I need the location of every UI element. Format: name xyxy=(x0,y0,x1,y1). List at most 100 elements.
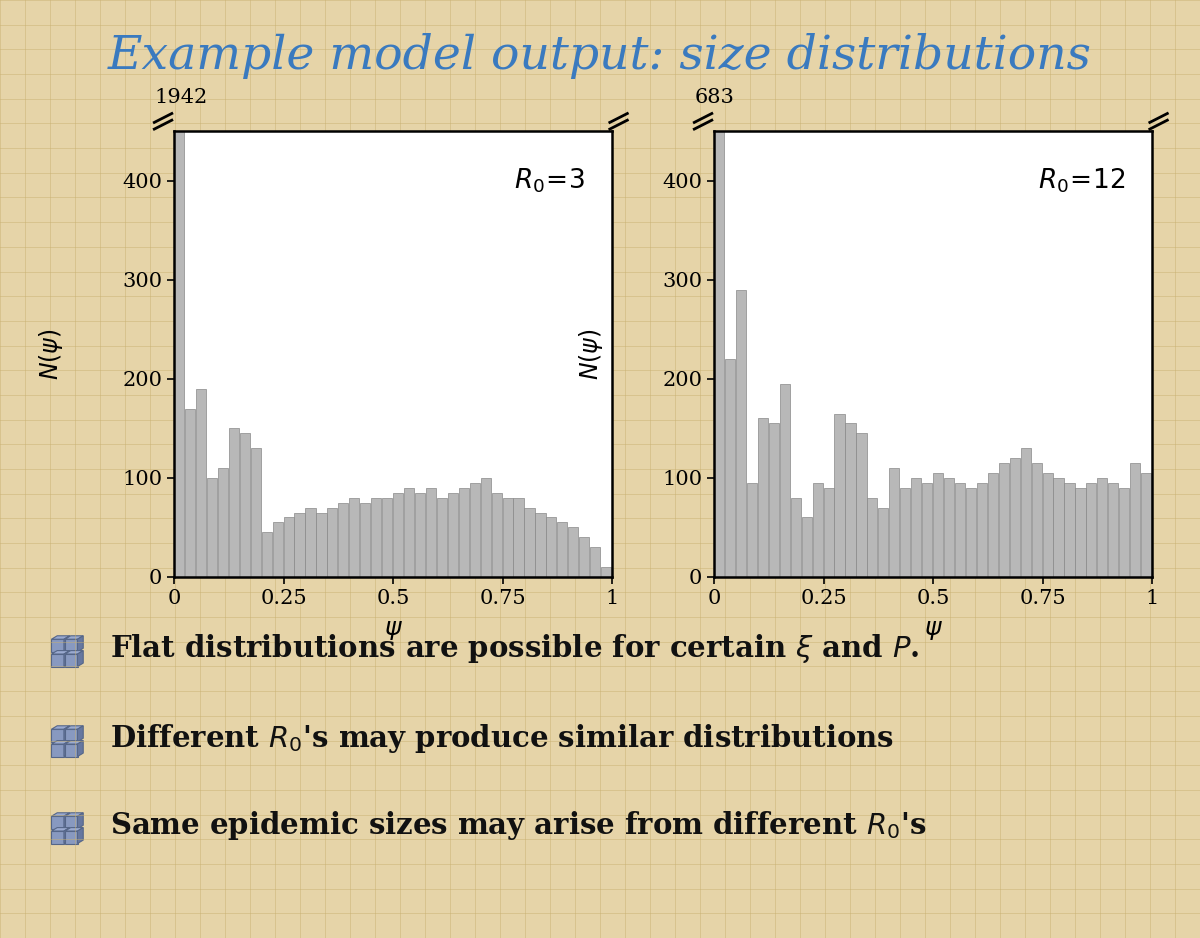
Bar xyxy=(426,488,436,577)
Bar xyxy=(360,503,371,577)
Bar xyxy=(955,483,965,577)
Bar xyxy=(1020,448,1031,577)
Bar xyxy=(1043,473,1052,577)
Bar xyxy=(514,498,523,577)
Text: $R_0\!=\!12$: $R_0\!=\!12$ xyxy=(1038,167,1126,195)
Polygon shape xyxy=(65,636,83,639)
Bar xyxy=(262,533,271,577)
Bar xyxy=(569,527,578,577)
Polygon shape xyxy=(64,813,70,828)
Text: $N(\psi)$: $N(\psi)$ xyxy=(37,328,65,380)
Bar xyxy=(272,522,283,577)
Text: Example model output: size distributions: Example model output: size distributions xyxy=(108,33,1092,79)
Polygon shape xyxy=(78,741,83,757)
Bar xyxy=(382,498,392,577)
Polygon shape xyxy=(52,813,70,816)
Bar xyxy=(802,518,811,577)
X-axis label: $\psi$: $\psi$ xyxy=(924,619,942,642)
Bar xyxy=(590,547,600,577)
Bar xyxy=(601,567,611,577)
Bar xyxy=(823,488,834,577)
Polygon shape xyxy=(64,726,70,742)
Polygon shape xyxy=(65,729,78,742)
Bar xyxy=(934,473,943,577)
Bar xyxy=(966,488,976,577)
Bar xyxy=(294,512,305,577)
Bar xyxy=(404,488,414,577)
Polygon shape xyxy=(64,636,70,652)
Bar xyxy=(911,477,922,577)
Bar xyxy=(1130,463,1140,577)
Polygon shape xyxy=(52,831,64,843)
Polygon shape xyxy=(52,636,70,639)
Bar xyxy=(328,507,337,577)
Bar xyxy=(736,290,746,577)
Bar xyxy=(1120,488,1129,577)
Text: 683: 683 xyxy=(695,88,734,107)
Bar xyxy=(535,512,546,577)
Bar xyxy=(1086,483,1097,577)
Polygon shape xyxy=(78,813,83,828)
Text: 1942: 1942 xyxy=(155,88,208,107)
Bar xyxy=(1075,488,1086,577)
Bar xyxy=(524,507,534,577)
Polygon shape xyxy=(65,813,83,816)
Polygon shape xyxy=(52,654,64,667)
Polygon shape xyxy=(78,636,83,652)
Bar xyxy=(1009,458,1020,577)
Polygon shape xyxy=(65,816,78,828)
Bar xyxy=(480,477,491,577)
Bar xyxy=(206,477,217,577)
Polygon shape xyxy=(65,726,83,729)
Bar xyxy=(469,483,480,577)
Polygon shape xyxy=(65,639,78,652)
Bar xyxy=(988,473,998,577)
Bar xyxy=(196,388,206,577)
Bar xyxy=(240,433,250,577)
Polygon shape xyxy=(52,816,64,828)
Polygon shape xyxy=(65,831,78,843)
Bar xyxy=(758,418,768,577)
Bar xyxy=(492,492,502,577)
Polygon shape xyxy=(65,744,78,757)
Polygon shape xyxy=(78,827,83,843)
Bar xyxy=(746,483,757,577)
Bar xyxy=(229,429,239,577)
Bar xyxy=(868,498,877,577)
Bar xyxy=(415,492,425,577)
Bar xyxy=(769,423,779,577)
Bar xyxy=(546,518,557,577)
Bar xyxy=(977,483,986,577)
Bar xyxy=(448,492,458,577)
Bar xyxy=(394,492,403,577)
Bar xyxy=(944,477,954,577)
Polygon shape xyxy=(52,726,70,729)
Bar xyxy=(812,483,823,577)
Polygon shape xyxy=(52,639,64,652)
Bar xyxy=(834,414,845,577)
Bar xyxy=(349,498,359,577)
Text: Flat distributions are possible for certain $\xi$ and $P$.: Flat distributions are possible for cert… xyxy=(110,631,919,664)
Bar xyxy=(714,23,724,577)
Bar xyxy=(185,409,196,577)
X-axis label: $\psi$: $\psi$ xyxy=(384,619,402,642)
Bar xyxy=(437,498,446,577)
Bar xyxy=(317,512,326,577)
Polygon shape xyxy=(52,651,70,654)
Bar xyxy=(458,488,469,577)
Polygon shape xyxy=(65,651,83,654)
Bar xyxy=(305,507,316,577)
Polygon shape xyxy=(65,741,83,744)
Bar xyxy=(503,498,512,577)
Polygon shape xyxy=(65,827,83,831)
Bar xyxy=(1097,477,1108,577)
Polygon shape xyxy=(64,651,70,667)
Text: Same epidemic sizes may arise from different $R_0$'s: Same epidemic sizes may arise from diffe… xyxy=(110,809,926,841)
Polygon shape xyxy=(65,654,78,667)
Bar xyxy=(857,433,866,577)
Bar xyxy=(922,483,932,577)
Polygon shape xyxy=(64,741,70,757)
Bar xyxy=(1054,477,1063,577)
Bar xyxy=(251,448,260,577)
Bar xyxy=(878,507,888,577)
